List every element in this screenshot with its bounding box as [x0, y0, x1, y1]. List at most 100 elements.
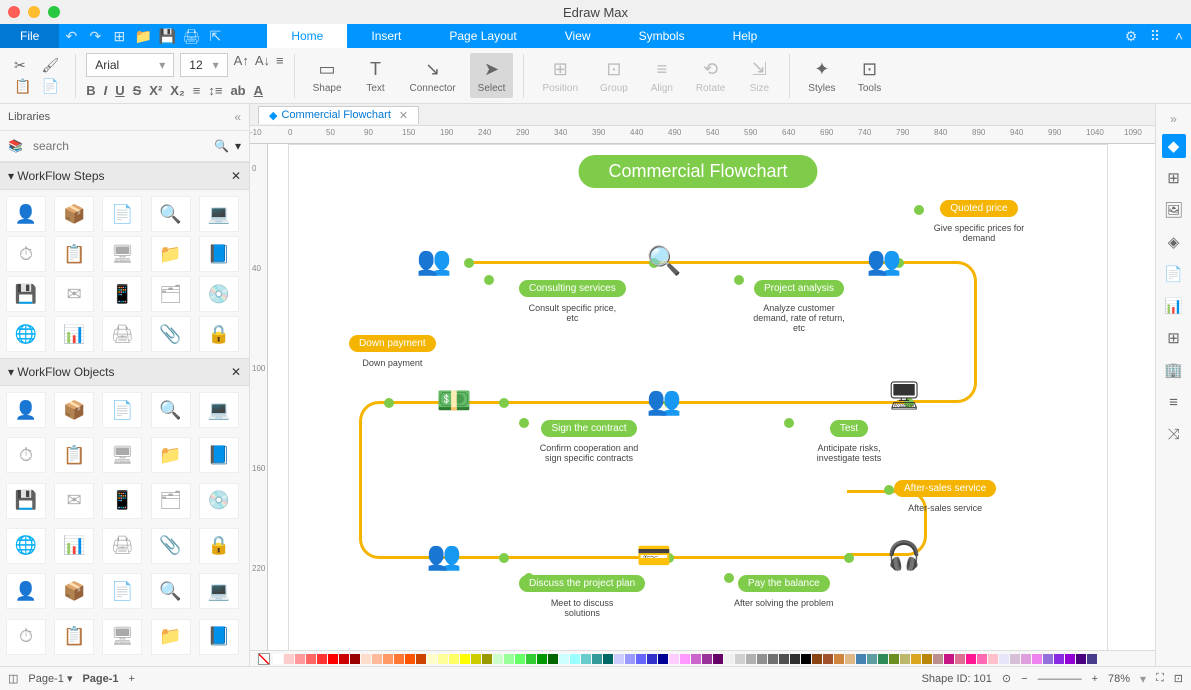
shape-item[interactable]: 🌐 — [6, 316, 46, 352]
shape-item[interactable]: 🖥 — [102, 437, 142, 473]
shape-item[interactable]: 💻 — [199, 573, 239, 609]
tool-shape[interactable]: ▭Shape — [305, 53, 350, 98]
shape-item[interactable]: 👤 — [6, 196, 46, 232]
collapse-ribbon-icon[interactable]: ˄ — [1167, 28, 1191, 44]
connector-dot[interactable] — [884, 485, 894, 495]
strike-icon[interactable]: S — [133, 83, 142, 98]
color-swatch[interactable] — [702, 654, 712, 664]
step-illustration[interactable]: 💵 — [429, 380, 479, 420]
shape-item[interactable]: 👤 — [6, 573, 46, 609]
shape-item[interactable]: 📄 — [102, 573, 142, 609]
tool-tools[interactable]: ⊡Tools — [850, 53, 890, 98]
color-swatch[interactable] — [669, 654, 679, 664]
shape-item[interactable]: 📋 — [54, 236, 94, 272]
color-swatch[interactable] — [570, 654, 580, 664]
shape-item[interactable]: 📎 — [151, 316, 191, 352]
color-swatch[interactable] — [383, 654, 393, 664]
shape-item[interactable]: 🔍 — [151, 392, 191, 428]
tool-rotate[interactable]: ⟲Rotate — [688, 53, 733, 98]
page-icon[interactable]: 📄 — [1162, 262, 1186, 286]
shape-item[interactable]: 🔍 — [151, 573, 191, 609]
undo-icon[interactable]: ↶ — [59, 28, 83, 45]
color-swatch[interactable] — [834, 654, 844, 664]
color-swatch[interactable] — [603, 654, 613, 664]
shape-item[interactable]: ✉ — [54, 276, 94, 312]
color-swatch[interactable] — [900, 654, 910, 664]
color-swatch[interactable] — [548, 654, 558, 664]
flowchart-step[interactable]: Sign the contractConfirm cooperation and… — [539, 420, 639, 463]
file-menu[interactable]: File — [0, 24, 59, 48]
color-swatch[interactable] — [1010, 654, 1020, 664]
zoom-target-icon[interactable]: ⊙ — [1002, 672, 1011, 685]
color-swatch[interactable] — [812, 654, 822, 664]
color-swatch[interactable] — [713, 654, 723, 664]
shape-item[interactable]: 📦 — [54, 196, 94, 232]
zoom-out-button[interactable]: − — [1021, 673, 1027, 685]
color-swatch[interactable] — [757, 654, 767, 664]
shape-item[interactable]: 🗂 — [151, 483, 191, 519]
maximize-window-icon[interactable] — [48, 6, 60, 18]
page[interactable]: Commercial Flowchart Consulting services… — [288, 144, 1108, 650]
color-swatch[interactable] — [768, 654, 778, 664]
tool-size[interactable]: ⇲Size — [739, 53, 779, 98]
shape-item[interactable]: 📱 — [102, 276, 142, 312]
grid-icon[interactable]: ⠿ — [1143, 28, 1167, 45]
color-swatch[interactable] — [559, 654, 569, 664]
shape-item[interactable]: 📊 — [54, 316, 94, 352]
color-swatch[interactable] — [867, 654, 877, 664]
shape-item[interactable]: 💾 — [6, 276, 46, 312]
color-swatch[interactable] — [493, 654, 503, 664]
flowchart-step[interactable]: Down paymentDown payment — [349, 335, 436, 368]
flowchart-step[interactable]: Consulting servicesConsult specific pric… — [519, 280, 626, 323]
color-swatch[interactable] — [416, 654, 426, 664]
color-swatch[interactable] — [1065, 654, 1075, 664]
underline-icon[interactable]: U — [115, 83, 124, 98]
shape-item[interactable]: 📁 — [151, 619, 191, 655]
color-swatch[interactable] — [944, 654, 954, 664]
increase-font-icon[interactable]: A↑ — [234, 53, 249, 77]
tab-symbols[interactable]: Symbols — [615, 24, 709, 48]
color-swatch[interactable] — [284, 654, 294, 664]
print-icon[interactable]: 🖨 — [179, 28, 203, 45]
color-swatch[interactable] — [372, 654, 382, 664]
cut-icon[interactable]: ✂ — [14, 57, 31, 74]
color-swatch[interactable] — [504, 654, 514, 664]
shape-item[interactable]: 📘 — [199, 437, 239, 473]
color-swatch[interactable] — [306, 654, 316, 664]
library-search-input[interactable] — [29, 135, 208, 157]
step-illustration[interactable]: 👥 — [859, 240, 909, 280]
flowchart-title[interactable]: Commercial Flowchart — [578, 155, 817, 188]
color-swatch[interactable] — [405, 654, 415, 664]
color-swatch[interactable] — [1043, 654, 1053, 664]
color-swatch[interactable] — [592, 654, 602, 664]
library-menu-icon[interactable]: 📚 — [8, 139, 23, 153]
shape-item[interactable]: 📦 — [54, 392, 94, 428]
color-swatch[interactable] — [801, 654, 811, 664]
align-icon[interactable]: ≡ — [276, 53, 284, 77]
export-icon[interactable]: ⇱ — [203, 28, 227, 45]
settings-icon[interactable]: ⚙ — [1119, 28, 1143, 45]
redo-icon[interactable]: ↷ — [83, 28, 107, 45]
color-swatch[interactable] — [515, 654, 525, 664]
shape-item[interactable]: 👤 — [6, 392, 46, 428]
color-swatch[interactable] — [526, 654, 536, 664]
color-swatch[interactable] — [977, 654, 987, 664]
color-swatch[interactable] — [339, 654, 349, 664]
step-illustration[interactable]: 🔍 — [639, 240, 689, 280]
shape-item[interactable]: 🌐 — [6, 528, 46, 564]
connector-dot[interactable] — [464, 258, 474, 268]
layers-icon[interactable]: ◈ — [1162, 230, 1186, 254]
tab-view[interactable]: View — [541, 24, 615, 48]
color-swatch[interactable] — [350, 654, 360, 664]
color-swatch[interactable] — [856, 654, 866, 664]
shape-item[interactable]: 🖨 — [102, 316, 142, 352]
tab-page-layout[interactable]: Page Layout — [425, 24, 540, 48]
search-options-icon[interactable]: ▾ — [235, 139, 241, 153]
color-swatch[interactable] — [878, 654, 888, 664]
flowchart-step[interactable]: Pay the balanceAfter solving the problem — [734, 575, 834, 608]
color-swatch[interactable] — [614, 654, 624, 664]
text-effect-icon[interactable]: ab — [230, 83, 245, 98]
color-swatch[interactable] — [1087, 654, 1097, 664]
subscript-icon[interactable]: X₂ — [170, 83, 184, 98]
canvas[interactable]: Commercial Flowchart Consulting services… — [268, 144, 1155, 650]
